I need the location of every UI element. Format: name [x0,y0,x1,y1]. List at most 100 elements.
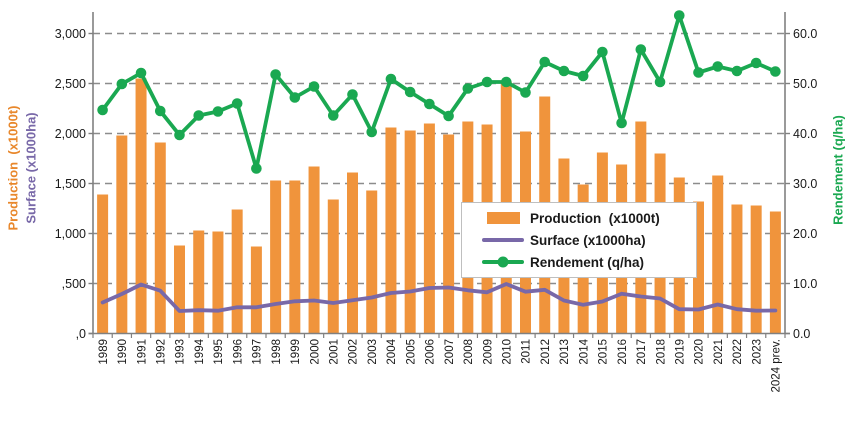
x-axis-label-2006: 2006 [425,339,437,365]
x-axis-label-2008: 2008 [463,339,475,365]
x-axis-label-1995: 1995 [213,339,225,365]
x-axis-label-2005: 2005 [405,339,417,365]
bar-2007 [443,134,455,334]
bar-2006 [423,123,435,334]
production-bar-swatch [482,212,528,224]
bar-1998 [270,180,282,334]
x-axis-label-2020: 2020 [694,339,706,365]
bar-1993 [174,245,185,334]
x-axis-label-2019: 2019 [674,339,686,365]
x-axis-label-2003: 2003 [367,339,379,365]
rendement-marker-2003 [366,126,378,138]
rendement-marker-1997 [251,163,262,174]
left-axis-title-production: Production (x1000t) [5,105,21,231]
x-axis-label-2000: 2000 [309,339,321,365]
bar-2021 [712,175,724,334]
legend-label-production: Production (x1000t) [530,210,660,226]
bar-2023 [750,205,762,334]
right-axis-label-60: 60.0 [793,27,817,41]
left-axis-label-0: ,0 [76,327,86,341]
bar-1990 [116,135,128,334]
rendement-marker-2010 [500,76,512,88]
left-axis-title-surface: Surface (x1000ha) [23,112,39,224]
left-axis-label-3000: 3,000 [55,27,86,41]
bar-2022 [731,204,743,334]
x-axis-label-2021: 2021 [713,339,725,365]
x-axis-label-1992: 1992 [155,339,167,365]
left-axis-label-2500: 2,500 [55,77,86,91]
legend-label-surface: Surface (x1000ha) [530,232,646,248]
rendement-marker-2021 [712,61,724,72]
x-axis-label-2011: 2011 [521,339,533,364]
left-axis-label-1000: 1,000 [55,227,86,241]
x-axis-label-1990: 1990 [117,339,129,365]
bar-1995 [212,231,224,334]
x-axis-label-2022: 2022 [732,339,744,365]
rendement-marker-2012 [539,56,551,68]
x-axis-label-1993: 1993 [175,339,187,365]
x-axis-label-2007: 2007 [444,339,456,365]
x-axis-label-1998: 1998 [271,339,283,365]
rendement-marker-2024 prev. [770,66,781,77]
rendement-marker-2004 [385,73,397,85]
x-axis-label-2023: 2023 [751,339,763,365]
rendement-marker-2022 [731,65,743,77]
rendement-marker-1993 [174,129,185,141]
legend-item-rendement: Rendement (q/ha) [482,251,696,273]
rendement-marker-1999 [289,92,301,103]
rendement-marker-1992 [154,105,166,117]
rendement-marker-2005 [404,86,416,98]
right-axis-label-20: 20.0 [793,227,817,241]
rendement-marker-2013 [558,65,570,77]
x-axis-label-2012: 2012 [540,339,552,365]
x-axis-label-1994: 1994 [194,338,206,364]
left-axis-label-500: ,500 [62,277,86,291]
x-axis-label-2013: 2013 [559,339,571,365]
rendement-marker-2007 [443,110,454,122]
x-axis-label-2014: 2014 [578,338,590,364]
rendement-marker-1989 [97,104,108,116]
right-axis-label-10: 10.0 [793,277,817,291]
left-axis-label-1500: 1,500 [55,177,86,191]
rendement-marker-2009 [481,76,493,88]
rendement-marker-1998 [270,69,281,80]
rendement-marker-2000 [308,81,320,92]
legend-item-surface: Surface (x1000ha) [482,229,696,251]
bar-1999 [289,180,301,334]
rendement-marker-2016 [616,117,627,129]
bar-1991 [135,78,147,334]
surface-line-swatch [482,238,528,242]
bar-1996 [231,209,243,334]
x-axis-label-2024 prev.: 2024 prev. [771,339,783,393]
rendement-marker-2014 [577,70,589,82]
rendement-marker-1994 [193,110,205,121]
rendement-marker-2019 [673,10,685,21]
rendement-marker-1995 [212,106,224,117]
legend-label-rendement: Rendement (q/ha) [530,254,645,270]
bar-1989 [97,194,109,334]
right-axis-title-rendement: Rendement (q/ha) [830,115,846,225]
rendement-marker-2023 [750,57,762,69]
bar-2005 [404,130,416,334]
bar-2004 [385,127,397,334]
rendement-marker-2006 [424,98,435,110]
rendement-line-swatch [482,256,528,268]
rendement-marker-1991 [135,67,147,79]
bar-1994 [193,230,205,334]
rendement-marker-2002 [347,89,358,100]
bar-2000 [308,166,320,334]
bar-2001 [327,199,339,334]
x-axis-label-1996: 1996 [232,339,244,365]
rendement-marker-2015 [597,46,608,58]
bar-2002 [347,172,358,334]
legend-item-production: Production (x1000t) [482,207,696,229]
x-axis-label-1997: 1997 [252,339,264,365]
right-axis-label-0: 0.0 [793,327,810,341]
bar-2020 [693,201,704,334]
rendement-marker-2001 [327,110,339,121]
x-axis-label-1999: 1999 [290,339,302,365]
bar-1997 [250,246,262,334]
bar-2003 [366,190,378,334]
